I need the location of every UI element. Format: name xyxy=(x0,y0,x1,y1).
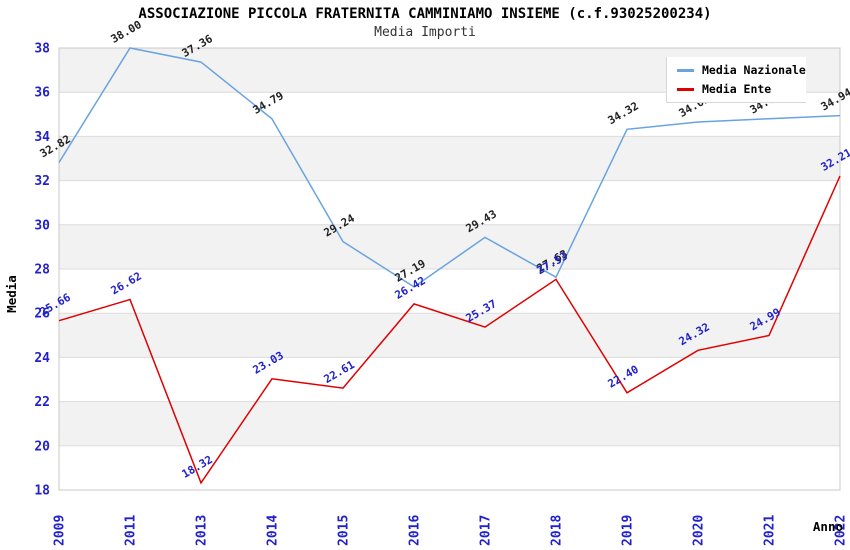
y-tick-label: 36 xyxy=(34,86,50,101)
y-tick-label: 38 xyxy=(34,42,50,57)
nazionale-line-swatch-icon xyxy=(677,68,694,72)
series-line-ente xyxy=(58,175,841,485)
legend-item-nazionale: Media Nazionale xyxy=(677,63,806,77)
legend-label-nazionale: Media Nazionale xyxy=(702,63,806,77)
x-tick-label: 2022 xyxy=(834,515,849,546)
y-tick-label: 18 xyxy=(34,484,50,499)
legend-label-ente: Media Ente xyxy=(702,82,772,96)
plot-band xyxy=(59,401,840,446)
legend: Media Nazionale Media Ente xyxy=(666,57,806,103)
x-tick-label: 2014 xyxy=(266,515,281,546)
data-point-label: 38.00 xyxy=(109,18,144,46)
x-tick-label: 2020 xyxy=(692,515,707,546)
x-tick-label: 2016 xyxy=(408,515,423,546)
plot-band xyxy=(59,180,840,225)
y-tick-label: 28 xyxy=(34,263,50,278)
y-tick-label: 34 xyxy=(34,130,50,145)
chart-subtitle: Media Importi xyxy=(374,25,476,40)
x-tick-label: 2015 xyxy=(337,515,352,546)
legend-item-ente: Media Ente xyxy=(677,82,806,96)
x-tick-label: 2017 xyxy=(479,515,494,546)
x-tick-label: 2018 xyxy=(550,515,565,546)
plot-band xyxy=(59,269,840,314)
plot-band xyxy=(59,357,840,402)
series-line-nazionale xyxy=(58,47,841,288)
y-tick-label: 20 xyxy=(34,439,50,454)
y-axis-title: Media xyxy=(4,275,19,313)
y-tick-label: 26 xyxy=(34,307,50,322)
plot-band xyxy=(59,445,840,490)
x-tick-label: 2009 xyxy=(53,515,68,546)
plot-frame xyxy=(58,47,841,491)
x-axis-title: Anno xyxy=(813,519,843,534)
y-tick-label: 24 xyxy=(34,351,50,366)
x-tick-label: 2019 xyxy=(621,515,636,546)
y-tick-label: 22 xyxy=(34,395,50,410)
chart-title: ASSOCIAZIONE PICCOLA FRATERNITA CAMMINIA… xyxy=(138,6,712,22)
x-tick-label: 2021 xyxy=(763,515,778,546)
x-tick-label: 2011 xyxy=(124,515,139,546)
x-tick-label: 2013 xyxy=(195,515,210,546)
plot-band xyxy=(59,136,840,181)
plot-band xyxy=(59,313,840,358)
ente-line-swatch-icon xyxy=(677,87,694,91)
y-tick-label: 30 xyxy=(34,218,50,233)
y-tick-label: 32 xyxy=(34,174,50,189)
